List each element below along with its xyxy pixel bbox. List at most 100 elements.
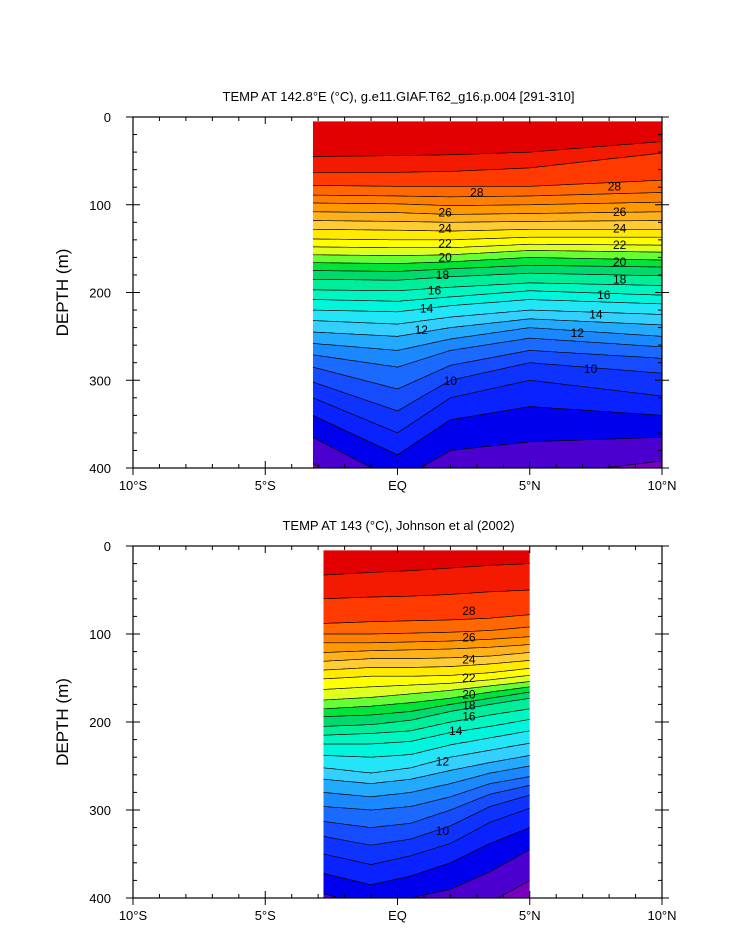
isotherm-line (312, 379, 662, 434)
temp-band (312, 192, 662, 206)
isotherm-line (323, 675, 530, 690)
isotherm-line (312, 250, 662, 256)
y-axis-label: DEPTH (m) (53, 678, 72, 766)
contour-fills (312, 121, 662, 468)
isotherm-line (323, 827, 530, 886)
isotherm-label: 28 (608, 179, 622, 193)
temp-band (312, 257, 662, 272)
temp-band (312, 244, 662, 256)
temp-band (323, 808, 530, 885)
isotherm-line (312, 179, 662, 187)
isotherm-line (323, 636, 530, 644)
isotherm-label: 16 (462, 710, 476, 724)
x-tick-label: 5°S (255, 478, 276, 493)
temp-band (312, 461, 662, 468)
isotherm-line (323, 652, 530, 662)
isotherm-line (312, 220, 662, 223)
x-tick-label: 5°N (519, 478, 541, 493)
temp-band (312, 299, 662, 325)
isotherm-line (312, 350, 662, 390)
temp-band (312, 211, 662, 223)
temp-band (323, 730, 530, 773)
contour-fills (323, 550, 530, 899)
temp-band (323, 755, 530, 797)
isotherm-label: 18 (436, 268, 450, 282)
isotherm-line (323, 755, 530, 784)
temp-band (312, 121, 662, 157)
chart-title: TEMP AT 142.8°E (°C), g.e11.GIAF.T62_g16… (223, 89, 575, 104)
isotherm-line (323, 589, 530, 600)
x-tick-label: 5°N (519, 908, 541, 923)
isotherm-line (312, 406, 662, 456)
temp-band (312, 153, 662, 187)
temp-band (323, 590, 530, 624)
isotherm-line (312, 192, 662, 198)
temp-band (312, 318, 662, 351)
isotherm-label: 12 (436, 755, 450, 769)
isotherm-label: 24 (438, 221, 452, 235)
isotherm-line (323, 626, 530, 635)
y-tick-label: 0 (104, 110, 111, 125)
y-tick-label: 100 (89, 627, 111, 642)
isotherm-line (312, 243, 662, 249)
isotherm-label: 14 (449, 724, 463, 738)
isotherm-line (323, 785, 530, 828)
temp-band (312, 141, 662, 173)
isotherm-line (312, 201, 662, 206)
isotherm-label: 18 (613, 272, 627, 286)
chart-title: TEMP AT 143 (°C), Johnson et al (2002) (282, 518, 514, 533)
isotherm-line (323, 776, 530, 811)
temp-band (323, 627, 530, 643)
y-axis-label: DEPTH (m) (53, 249, 72, 337)
y-tick-label: 400 (89, 891, 111, 906)
temp-band (323, 743, 530, 784)
isotherm-label: 20 (613, 255, 627, 269)
isotherm-line (323, 807, 530, 865)
isotherm-line (323, 644, 530, 653)
y-tick-label: 400 (89, 461, 111, 476)
temp-band (323, 708, 530, 744)
temp-band (312, 265, 662, 281)
isotherm-line (323, 794, 530, 846)
temp-band (312, 406, 662, 468)
isotherm-line (312, 327, 662, 351)
y-tick-label: 300 (89, 803, 111, 818)
temp-band (323, 827, 530, 899)
isotherm-line (323, 742, 530, 774)
temp-band (323, 686, 530, 717)
temp-band (312, 437, 662, 468)
isotherm-line (312, 257, 662, 264)
isotherm-label: 26 (613, 205, 627, 219)
y-tick-label: 100 (89, 198, 111, 213)
x-tick-label: 10°S (119, 908, 148, 923)
isotherm-label: 10 (584, 362, 598, 376)
isotherm-line (312, 337, 662, 368)
isotherm-line (312, 362, 662, 412)
temp-band (312, 362, 662, 433)
isotherm-line (312, 264, 662, 272)
isotherm-label: 18 (462, 698, 476, 712)
isotherm-label: 24 (462, 653, 476, 667)
isotherm-line (312, 318, 662, 337)
isotherm-line (312, 309, 662, 325)
isotherm-line (312, 236, 662, 241)
temp-band (323, 550, 530, 575)
isotherm-label: 10 (436, 824, 450, 838)
temp-band (312, 273, 662, 291)
temp-band (312, 282, 662, 302)
isotherm-line (312, 299, 662, 313)
isotherm-label: 22 (462, 671, 476, 685)
temp-band (312, 350, 662, 411)
temp-band (323, 675, 530, 700)
isotherm-label: 16 (597, 288, 611, 302)
isotherm-line (312, 228, 662, 232)
isotherm-line (312, 211, 662, 215)
isotherm-label: 22 (613, 238, 627, 252)
y-tick-label: 200 (89, 715, 111, 730)
y-tick-label: 300 (89, 373, 111, 388)
